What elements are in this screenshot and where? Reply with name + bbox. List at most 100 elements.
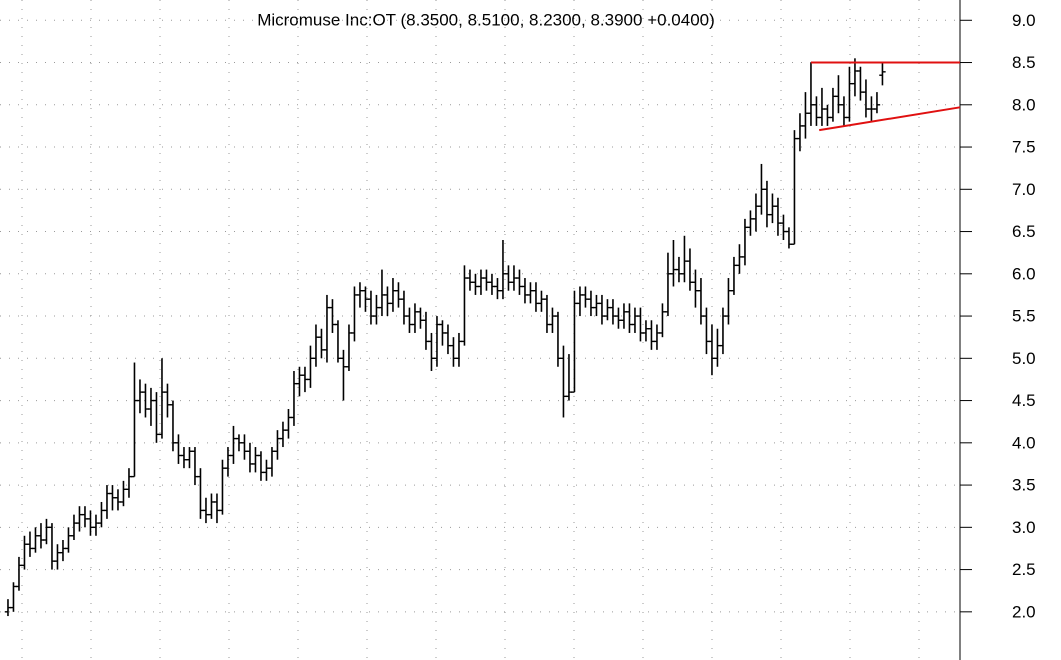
ohlc-bar — [318, 328, 325, 359]
ohlc-bar — [758, 163, 765, 215]
ohlc-bar — [246, 442, 254, 473]
ohlc-bar — [736, 244, 743, 274]
ohlc-bar — [626, 303, 633, 333]
ohlc-bar — [494, 278, 501, 300]
ohlc-bar — [725, 278, 732, 325]
ohlc-bar — [428, 332, 435, 371]
ohlc-bar — [323, 294, 331, 363]
y-tick-label: 8.5 — [1012, 53, 1036, 72]
ohlc-bar — [466, 269, 474, 291]
y-tick-label: 7.5 — [1012, 138, 1036, 157]
ohlc-bar — [109, 485, 116, 511]
ohlc-bar — [307, 345, 314, 388]
y-tick-label: 4.5 — [1012, 391, 1036, 410]
ohlc-bar — [686, 248, 694, 291]
ohlc-bar — [840, 96, 848, 126]
ohlc-bar — [186, 447, 193, 469]
ohlc-bar — [180, 447, 188, 469]
ohlc-bar — [538, 290, 545, 312]
ohlc-bar — [65, 527, 72, 553]
ohlc-bar — [81, 506, 89, 528]
ohlc-bar — [521, 278, 529, 304]
y-tick-label: 6.0 — [1012, 264, 1036, 283]
ohlc-bar — [15, 556, 23, 591]
ohlc-bar — [26, 531, 34, 557]
ohlc-bar — [235, 434, 243, 452]
ohlc-bar — [439, 320, 446, 346]
y-tick-label: 2.0 — [1012, 602, 1036, 621]
ohlc-bar — [879, 61, 886, 86]
ohlc-bar — [587, 290, 595, 317]
ohlc-bar — [532, 282, 540, 312]
ohlc-bar — [472, 273, 479, 295]
ohlc-bar — [406, 307, 413, 333]
ohlc-bar — [807, 62, 815, 126]
ohlc-bar — [499, 240, 507, 300]
y-tick-label: 5.0 — [1012, 349, 1036, 368]
ohlc-bar — [697, 278, 705, 325]
y-tick-label: 4.0 — [1012, 433, 1036, 452]
ohlc-bar — [279, 421, 287, 448]
ohlc-bar — [615, 307, 622, 329]
ohlc-bar — [92, 514, 100, 536]
y-tick-label: 8.0 — [1012, 95, 1036, 114]
ohlc-bar — [741, 218, 749, 266]
y-tick-label: 9.0 — [1012, 11, 1036, 30]
ohlc-bar — [158, 358, 166, 439]
ohlc-bar — [829, 87, 837, 122]
ohlc-bar — [703, 307, 710, 355]
ohlc-bar — [340, 349, 347, 401]
ohlc-bar — [175, 434, 182, 464]
ohlc-bar — [450, 337, 457, 367]
ohlc-bar — [796, 113, 804, 152]
ohlc-bar — [642, 320, 650, 342]
ohlc-bar — [719, 307, 727, 355]
ohlc-bar — [824, 104, 831, 126]
ohlc-bar — [312, 324, 320, 367]
ohlc-bar — [670, 240, 677, 287]
ohlc-bar — [549, 307, 556, 333]
ohlc-bar — [103, 485, 111, 519]
ohlc-bar — [334, 320, 342, 363]
ohlc-bar — [477, 269, 485, 295]
ohlc-bar — [351, 286, 358, 342]
date-grid — [21, 0, 920, 660]
ohlc-bar — [483, 269, 490, 291]
ohlc-bar — [241, 434, 248, 460]
ohlc-bar — [345, 324, 353, 371]
ohlc-bar — [268, 447, 276, 477]
ohlc-bar — [384, 286, 391, 317]
ohlc-bar — [708, 324, 716, 376]
ohlc-bar — [120, 480, 127, 507]
ohlc-bar — [54, 544, 61, 570]
ohlc-bar — [296, 366, 303, 397]
ohlc-bar — [664, 252, 672, 317]
ohlc-bar — [114, 489, 122, 511]
ohlc-bar — [153, 392, 160, 443]
ohlc-bar — [274, 430, 281, 460]
ohlc-bar — [125, 468, 133, 498]
ohlc-bar — [48, 523, 56, 570]
ohlc-bar — [455, 332, 463, 367]
ohlc-bar — [4, 599, 12, 617]
ohlc-bar — [653, 324, 661, 350]
ohlc-bar — [593, 294, 600, 317]
ohlc-bar — [510, 265, 518, 291]
ohlc-bar — [681, 235, 688, 283]
ohlc-bar — [164, 383, 171, 418]
ohlc-bar — [197, 468, 204, 519]
ohlc-bar — [868, 96, 875, 122]
trend-line — [819, 106, 961, 132]
ohlc-bar — [169, 400, 177, 452]
ohlc-bar — [565, 354, 573, 401]
ohlc-bar — [329, 299, 336, 333]
ohlc-bar — [516, 269, 523, 295]
ohlc-bar — [70, 514, 78, 540]
ohlc-bar — [131, 362, 138, 478]
ohlc-bar — [389, 278, 397, 312]
ohlc-bar — [609, 299, 617, 325]
ohlc-bar — [263, 459, 270, 481]
ohlc-bar — [257, 451, 265, 481]
ohlc-bar — [411, 303, 419, 333]
ohlc-bar — [527, 282, 534, 304]
